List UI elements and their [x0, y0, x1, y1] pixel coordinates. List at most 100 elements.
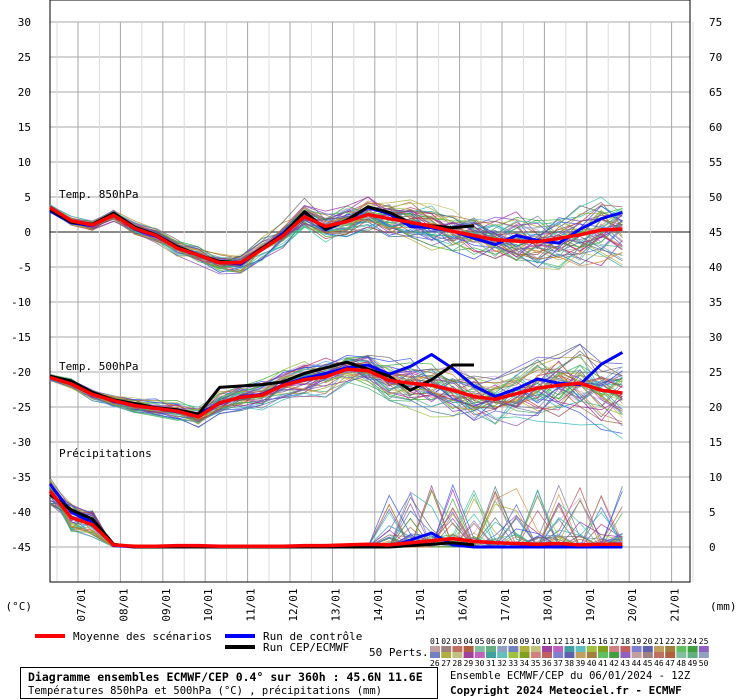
member-swatch: [609, 646, 620, 652]
member-swatch: [430, 646, 440, 652]
member-swatch: [430, 652, 440, 658]
left-tick-label: -35: [11, 471, 31, 484]
left-axis-unit: (°C): [6, 600, 33, 613]
member-swatch: [497, 646, 508, 652]
legend-mean-label: Moyenne des scénarios: [73, 630, 212, 643]
member-number: 11: [542, 637, 552, 646]
right-tick-label: 45: [709, 226, 722, 239]
member-swatch: [676, 652, 687, 658]
member-swatch: [542, 652, 552, 658]
member-number: 49: [688, 659, 698, 668]
left-tick-label: 0: [24, 226, 31, 239]
member-swatch: [687, 646, 698, 652]
member-number: 05: [475, 637, 485, 646]
member-swatch: [665, 652, 676, 658]
member-swatch: [508, 646, 519, 652]
member-number: 14: [576, 637, 586, 646]
member-swatch: [441, 646, 452, 652]
x-tick-label: 09/01: [160, 588, 173, 621]
member-number: 20: [643, 637, 653, 646]
member-swatch: [452, 646, 463, 652]
member-swatch: [553, 652, 564, 658]
left-tick-label: -40: [11, 506, 31, 519]
member-precip-line: [49, 498, 623, 548]
mean-precip-line: [48, 489, 623, 549]
member-swatch: [698, 646, 709, 652]
axes: 302520151050-5-10-15-20-25-30-35-40-4575…: [6, 16, 737, 622]
member-swatch: [620, 652, 631, 658]
x-tick-label: 15/01: [414, 588, 427, 621]
member-swatch: [586, 652, 597, 658]
member-number: 24: [688, 637, 698, 646]
x-tick-label: 21/01: [669, 588, 682, 621]
member-swatch: [698, 652, 709, 658]
member-swatch: [665, 646, 676, 652]
legend: Moyenne des scénarios Run de contrôleRun …: [35, 630, 709, 668]
member-number: 27: [441, 659, 451, 668]
member-swatch: [620, 646, 631, 652]
member-number: 34: [520, 659, 530, 668]
member-number: 36: [542, 659, 552, 668]
member-t850-line: [49, 196, 623, 269]
member-number: 10: [531, 637, 541, 646]
member-swatch: [564, 652, 575, 658]
right-tick-label: 75: [709, 16, 722, 29]
member-swatch: [575, 646, 586, 652]
t500-panel-label: Temp. 500hPa: [59, 360, 138, 373]
member-number: 17: [609, 637, 619, 646]
member-number: 29: [464, 659, 474, 668]
member-swatch: [530, 646, 541, 652]
x-tick-label: 19/01: [584, 588, 597, 621]
member-number: 18: [620, 637, 630, 646]
right-tick-label: 15: [709, 436, 722, 449]
left-tick-label: -45: [11, 541, 31, 554]
member-swatch: [609, 652, 620, 658]
left-tick-label: 10: [18, 156, 31, 169]
right-tick-label: 50: [709, 191, 722, 204]
member-number: 41: [598, 659, 608, 668]
member-swatch: [463, 652, 474, 658]
member-number: 23: [676, 637, 686, 646]
member-swatch: [474, 646, 485, 652]
member-precip-line: [49, 504, 623, 548]
right-tick-label: 25: [709, 366, 722, 379]
member-number: 33: [508, 659, 518, 668]
member-swatch: [463, 646, 474, 652]
member-swatch: [598, 652, 608, 658]
right-axis-unit: (mm): [710, 600, 737, 613]
member-number: 25: [699, 637, 709, 646]
left-tick-label: 30: [18, 16, 31, 29]
right-tick-label: 35: [709, 296, 722, 309]
member-number: 31: [486, 659, 496, 668]
member-precip-line: [49, 500, 623, 548]
plot-frame: [49, 0, 691, 583]
member-swatch: [642, 646, 653, 652]
member-t500-line: [49, 343, 623, 428]
member-number: 22: [665, 637, 675, 646]
member-swatch: [598, 646, 608, 652]
left-tick-label: 20: [18, 86, 31, 99]
member-number: 38: [564, 659, 574, 668]
chart-subtitle: Températures 850hPa et 500hPa (°C) , pré…: [28, 685, 383, 697]
member-number: 26: [430, 659, 440, 668]
x-tick-label: 20/01: [626, 588, 639, 621]
right-tick-label: 60: [709, 121, 722, 134]
member-number: 12: [553, 637, 563, 646]
member-t850-line: [49, 206, 623, 274]
main-series: [48, 205, 624, 549]
member-precip-line: [49, 504, 623, 548]
mean-t850-line: [49, 206, 623, 265]
member-t500-line: [49, 373, 623, 425]
member-swatch: [687, 652, 698, 658]
member-t850-line: [49, 201, 623, 272]
member-number: 13: [564, 637, 574, 646]
grid: [49, 0, 694, 583]
legend-run-label: Run CEP/ECMWF: [263, 641, 349, 654]
member-swatch: [586, 646, 597, 652]
x-tick-label: 07/01: [75, 588, 88, 621]
member-swatch: [486, 646, 496, 652]
x-tick-label: 17/01: [499, 588, 512, 621]
member-swatch: [452, 652, 463, 658]
right-tick-label: 5: [709, 506, 716, 519]
